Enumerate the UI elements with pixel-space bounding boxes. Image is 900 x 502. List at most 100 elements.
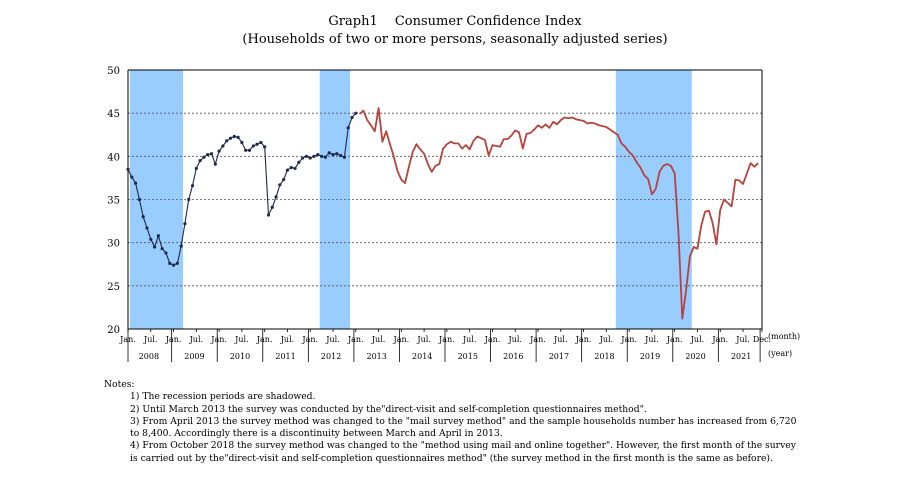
month-tick-label: Jan. bbox=[438, 335, 455, 344]
chart-subtitle: (Households of two or more persons, seas… bbox=[242, 32, 667, 47]
data-point bbox=[206, 153, 210, 157]
month-tick-label: Jul. bbox=[416, 335, 430, 344]
data-point bbox=[335, 152, 339, 156]
data-point bbox=[183, 222, 187, 226]
data-point bbox=[187, 197, 191, 202]
month-tick-label: Jul. bbox=[690, 335, 704, 344]
data-point bbox=[270, 205, 274, 209]
data-point bbox=[198, 159, 202, 163]
month-tick-label: Jan. bbox=[119, 335, 136, 344]
data-point bbox=[160, 247, 164, 251]
y-tick-label: 40 bbox=[107, 152, 120, 163]
note-item: 3) From April 2013 the survey method was… bbox=[130, 415, 797, 440]
y-tick-label: 30 bbox=[107, 239, 120, 250]
data-point bbox=[209, 152, 214, 156]
month-tick-label: Jul. bbox=[189, 335, 203, 344]
month-tick-label: Dec. bbox=[753, 335, 771, 344]
notes-block: Notes: 1) The recession periods are shad… bbox=[104, 379, 804, 465]
month-tick-label: Jan. bbox=[210, 335, 227, 344]
y-tick-label: 45 bbox=[107, 109, 120, 120]
data-point bbox=[213, 162, 217, 166]
data-point bbox=[126, 167, 130, 171]
data-point bbox=[179, 244, 183, 248]
data-point bbox=[240, 140, 244, 145]
data-point bbox=[137, 197, 141, 202]
data-point bbox=[289, 165, 293, 170]
data-point bbox=[164, 251, 168, 255]
data-point bbox=[342, 155, 346, 159]
data-point bbox=[323, 155, 328, 159]
axes bbox=[127, 69, 763, 362]
notes-heading: Notes: bbox=[104, 379, 135, 390]
chart: 20 25 30 35 40 45 50 Jan. Jul. Jan. Jul. Jan. Jul. Ja… bbox=[107, 14, 800, 362]
data-point bbox=[141, 215, 145, 219]
month-tick-label: Jul. bbox=[325, 335, 339, 344]
data-point bbox=[171, 263, 176, 267]
month-tick-label: Jan. bbox=[484, 335, 501, 344]
month-tick-label: Jul. bbox=[462, 335, 476, 344]
month-tick-label: Jan. bbox=[711, 335, 728, 344]
axis-labels: 20 25 30 35 40 45 50 Jan. Jul. Jan. Jul. Jan. Jul. Ja… bbox=[107, 66, 800, 361]
year-label: 2020 bbox=[685, 352, 705, 361]
month-tick-label: Jan. bbox=[301, 335, 318, 344]
data-point bbox=[312, 154, 316, 158]
data-point bbox=[149, 237, 153, 241]
data-point bbox=[293, 166, 297, 171]
data-point bbox=[350, 115, 354, 120]
data-point bbox=[304, 154, 309, 158]
y-tick-label: 20 bbox=[107, 325, 120, 336]
data-point bbox=[259, 140, 263, 145]
month-unit-label: (month) bbox=[768, 332, 800, 341]
year-label: 2010 bbox=[230, 352, 250, 361]
data-point bbox=[202, 155, 206, 159]
year-label: 2013 bbox=[366, 352, 386, 361]
data-point bbox=[297, 160, 301, 164]
note-item: 2) Until March 2013 the survey was condu… bbox=[130, 403, 647, 415]
month-tick-label: Jul. bbox=[280, 335, 294, 344]
month-tick-label: Jan. bbox=[575, 335, 592, 344]
data-point bbox=[130, 175, 134, 179]
data-point bbox=[251, 144, 255, 148]
year-label: 2021 bbox=[731, 352, 751, 361]
series-line bbox=[358, 107, 759, 320]
month-tick-label: Jan. bbox=[347, 335, 364, 344]
month-tick-label: Jan. bbox=[620, 335, 637, 344]
data-point bbox=[133, 181, 138, 185]
month-tick-label: Jul. bbox=[644, 335, 658, 344]
data-point bbox=[320, 154, 324, 158]
data-point bbox=[308, 156, 312, 160]
data-point bbox=[145, 226, 149, 230]
data-point bbox=[301, 156, 305, 160]
year-label: 2011 bbox=[275, 352, 295, 361]
month-tick-label: Jan. bbox=[256, 335, 273, 344]
data-point bbox=[282, 178, 286, 182]
y-tick-label: 25 bbox=[107, 282, 120, 293]
year-label: 2009 bbox=[184, 352, 204, 361]
year-unit-label: (year) bbox=[768, 349, 792, 358]
y-tick-label: 50 bbox=[107, 66, 120, 77]
year-label: 2018 bbox=[594, 352, 614, 361]
data-point bbox=[263, 145, 267, 149]
data-point bbox=[152, 245, 157, 249]
month-tick-label: Jul. bbox=[234, 335, 248, 344]
month-tick-label: Jul. bbox=[735, 335, 749, 344]
data-point bbox=[225, 139, 229, 143]
month-tick-label: Jul. bbox=[507, 335, 521, 344]
note-item: 1) The recession periods are shadowed. bbox=[130, 391, 316, 403]
data-point bbox=[331, 153, 335, 157]
month-tick-label: Jul. bbox=[599, 335, 613, 344]
data-point bbox=[236, 135, 240, 139]
data-point bbox=[156, 234, 160, 238]
grid-lines bbox=[128, 112, 762, 287]
data-point bbox=[354, 111, 358, 115]
year-label: 2012 bbox=[321, 352, 341, 361]
data-point bbox=[327, 151, 331, 155]
series-lines bbox=[126, 107, 759, 320]
chart-title: Graph1 Consumer Confidence Index bbox=[328, 14, 582, 29]
data-point bbox=[255, 142, 259, 146]
month-tick-label: Jan. bbox=[165, 335, 182, 344]
data-point bbox=[266, 213, 271, 217]
year-label: 2019 bbox=[640, 352, 660, 361]
data-point bbox=[346, 126, 350, 130]
data-point bbox=[217, 149, 221, 153]
